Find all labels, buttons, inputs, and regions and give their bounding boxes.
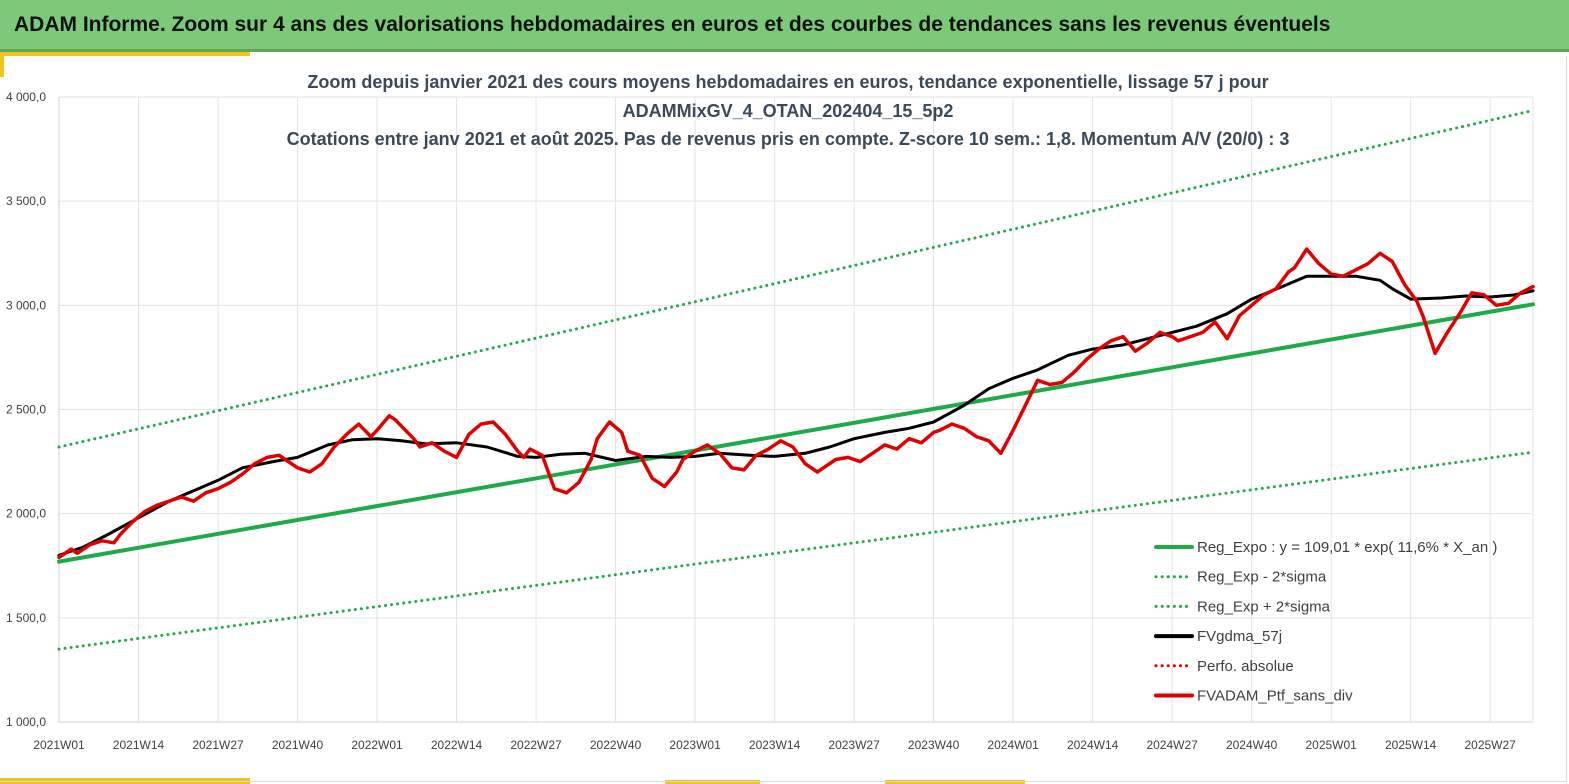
x-tick-label: 2025W14 bbox=[1385, 738, 1437, 752]
grid-lines bbox=[58, 96, 1534, 723]
x-axis-ticks: 2021W01 2021W14 2021W27 2021W40 2022W01 2022W… bbox=[33, 738, 1516, 752]
series-line-1 bbox=[57, 450, 1535, 651]
chart-title-line: Zoom depuis janvier 2021 des cours moyen… bbox=[307, 72, 1268, 92]
y-tick-label: 2 000,0 bbox=[6, 507, 46, 521]
accent-bar-bottom-right bbox=[885, 780, 1025, 784]
y-axis-ticks: 1 000,0 1 500,0 2 000,0 2 500,0 3 000,0 3 500… bbox=[6, 90, 46, 729]
y-tick-label: 3 500,0 bbox=[6, 194, 46, 208]
y-tick-label: 1 000,0 bbox=[6, 715, 46, 729]
x-tick-label: 2021W01 bbox=[33, 738, 85, 752]
x-tick-label: 2024W27 bbox=[1146, 738, 1198, 752]
x-tick-label: 2024W14 bbox=[1067, 738, 1119, 752]
chart-frame: Zoom depuis janvier 2021 des cours moyen… bbox=[0, 56, 1567, 782]
accent-bar-bottom-mid bbox=[665, 780, 760, 784]
y-tick-label: 3 000,0 bbox=[6, 298, 46, 312]
accent-bar-left bbox=[0, 52, 4, 77]
x-tick-label: 2025W27 bbox=[1464, 738, 1516, 752]
series-lines bbox=[57, 109, 1535, 651]
x-tick-label: 2022W14 bbox=[431, 738, 483, 752]
chart-title-line: Cotations entre janv 2021 et août 2025. … bbox=[287, 129, 1290, 149]
chart-title-line: ADAMMixGV_4_OTAN_202404_15_5p2 bbox=[623, 101, 954, 121]
x-tick-label: 2024W01 bbox=[987, 738, 1039, 752]
series-line-3 bbox=[57, 274, 1535, 557]
banner-title: ADAM Informe. Zoom sur 4 ans des valoris… bbox=[14, 13, 1331, 36]
accent-bar-top bbox=[0, 52, 250, 56]
x-tick-label: 2022W40 bbox=[590, 738, 642, 752]
x-tick-label: 2022W01 bbox=[351, 738, 403, 752]
series-line-5 bbox=[57, 247, 1535, 560]
x-tick-label: 2023W27 bbox=[828, 738, 880, 752]
legend-label: FVADAM_Ptf_sans_div bbox=[1197, 688, 1353, 705]
legend-label: Perfo. absolue bbox=[1197, 658, 1294, 675]
legend-label: Reg_Exp + 2*sigma bbox=[1197, 598, 1331, 615]
x-tick-label: 2023W14 bbox=[749, 738, 801, 752]
x-tick-label: 2023W01 bbox=[669, 738, 721, 752]
legend-label: Reg_Expo : y = 109,01 * exp( 11,6% * X_a… bbox=[1197, 539, 1497, 556]
y-tick-label: 2 500,0 bbox=[6, 403, 46, 417]
legend: Reg_Expo : y = 109,01 * exp( 11,6% * X_a… bbox=[1154, 539, 1497, 705]
x-tick-label: 2021W27 bbox=[192, 738, 244, 752]
chart-title: Zoom depuis janvier 2021 des cours moyen… bbox=[287, 72, 1290, 149]
x-tick-label: 2024W40 bbox=[1226, 738, 1278, 752]
legend-label: FVgdma_57j bbox=[1197, 628, 1282, 645]
x-tick-label: 2025W01 bbox=[1305, 738, 1357, 752]
legend-label: Reg_Exp - 2*sigma bbox=[1197, 569, 1327, 586]
y-tick-label: 1 500,0 bbox=[6, 611, 46, 625]
x-tick-label: 2023W40 bbox=[908, 738, 960, 752]
line-chart: Zoom depuis janvier 2021 des cours moyen… bbox=[6, 72, 1535, 752]
y-tick-label: 4 000,0 bbox=[6, 90, 46, 104]
series-line-2 bbox=[57, 109, 1535, 449]
x-tick-label: 2022W27 bbox=[510, 738, 562, 752]
x-tick-label: 2021W40 bbox=[272, 738, 324, 752]
series-line-0 bbox=[57, 302, 1535, 564]
header-banner: ADAM Informe. Zoom sur 4 ans des valoris… bbox=[0, 0, 1569, 52]
x-tick-label: 2021W14 bbox=[113, 738, 165, 752]
